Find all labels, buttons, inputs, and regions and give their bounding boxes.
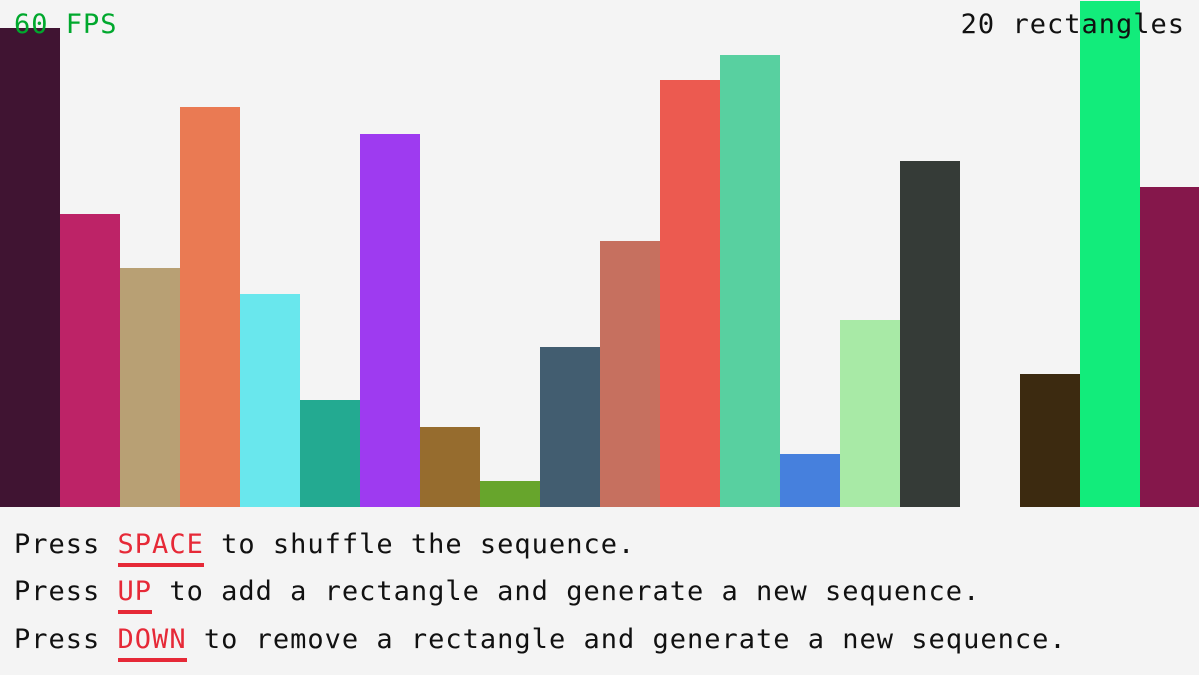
bar-rectangle <box>0 28 60 507</box>
bar-rectangle <box>480 481 540 507</box>
bar-chart <box>0 1 1199 507</box>
bar-rectangle <box>840 320 900 507</box>
bar-rectangle <box>780 454 840 507</box>
bar-rectangle <box>180 107 240 507</box>
key-up: UP <box>117 576 153 607</box>
instruction-text: Press <box>14 576 118 607</box>
bar-rectangle <box>360 134 420 507</box>
bar-rectangle <box>900 161 960 507</box>
instruction-space: Press SPACE to shuffle the sequence. <box>14 530 635 560</box>
instruction-text: Press <box>14 529 118 560</box>
bar-rectangle <box>60 214 120 507</box>
rectangle-count: 20 rectangles <box>960 9 1185 40</box>
instruction-text: to remove a rectangle and generate a new… <box>186 624 1067 655</box>
bar-rectangle <box>240 294 300 507</box>
bar-rectangle <box>1080 1 1140 507</box>
bar-rectangle <box>720 55 780 507</box>
bar-rectangle <box>540 347 600 507</box>
bar-rectangle <box>1020 374 1080 507</box>
bar-rectangle <box>1140 187 1199 507</box>
instruction-up: Press UP to add a rectangle and generate… <box>14 577 980 607</box>
key-space: SPACE <box>117 529 204 560</box>
bar-rectangle <box>120 268 180 507</box>
key-down: DOWN <box>117 624 187 655</box>
fps-counter: 60 FPS <box>14 9 118 40</box>
instruction-text: to add a rectangle and generate a new se… <box>152 576 981 607</box>
instruction-text: to shuffle the sequence. <box>203 529 636 560</box>
bar-rectangle <box>420 427 480 507</box>
bar-rectangle <box>600 241 660 507</box>
bar-rectangle <box>660 80 720 507</box>
instruction-text: Press <box>14 624 118 655</box>
bar-rectangle <box>300 400 360 507</box>
instruction-down: Press DOWN to remove a rectangle and gen… <box>14 625 1067 655</box>
